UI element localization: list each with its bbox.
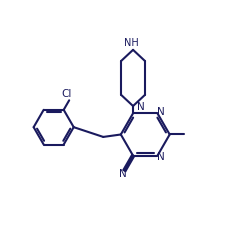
Text: NH: NH <box>124 38 139 48</box>
Text: Cl: Cl <box>61 89 71 99</box>
Text: N: N <box>119 169 126 179</box>
Text: N: N <box>157 152 165 162</box>
Text: N: N <box>157 107 165 117</box>
Text: N: N <box>137 102 145 111</box>
